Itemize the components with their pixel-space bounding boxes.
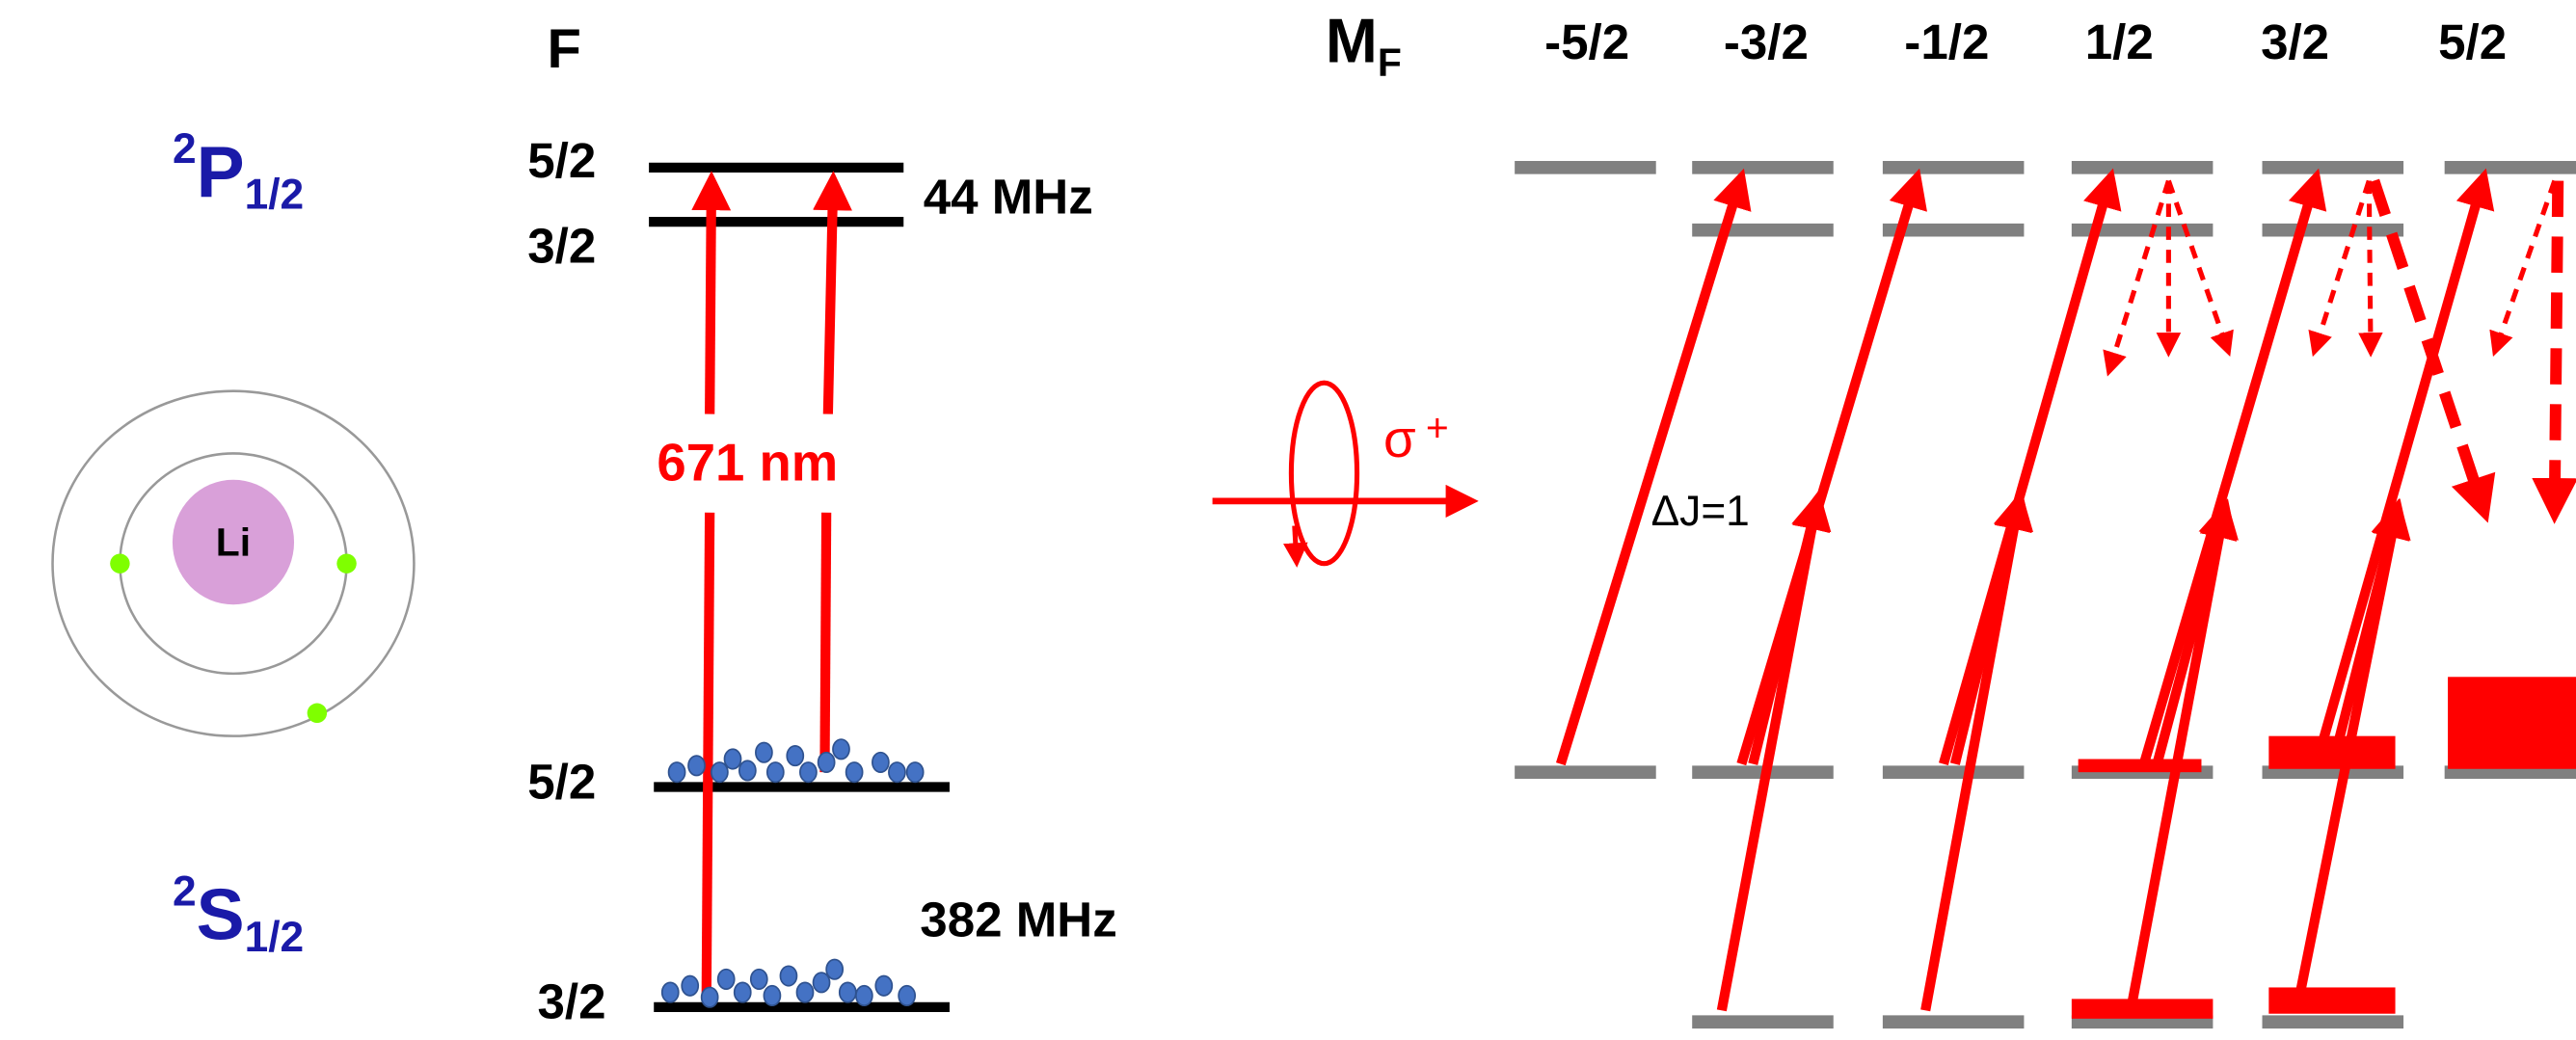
- level-label: 5/2: [527, 754, 596, 809]
- term-p: 2P1/2: [173, 125, 304, 219]
- level-label: 3/2: [537, 974, 605, 1029]
- term-s: 2S1/2: [173, 867, 304, 961]
- mf-label: -5/2: [1544, 14, 1629, 69]
- transitions: [1561, 181, 2558, 1011]
- mf-label: 3/2: [2261, 14, 2329, 69]
- polarization-label: σ+: [1383, 405, 1449, 468]
- f-title: F: [547, 18, 580, 80]
- splitting-label: 44 MHz: [924, 169, 1093, 224]
- level-label: 3/2: [527, 219, 596, 274]
- mf-label: -3/2: [1724, 14, 1809, 69]
- mf-label: -1/2: [1904, 14, 1989, 69]
- polarization: σ+: [1213, 383, 1462, 564]
- level-label: 5/2: [527, 133, 596, 188]
- diagram: Li 2P1/2 2S1/2 F 5/2 3/2 44 MHz 5/2 3/2 …: [0, 0, 2576, 1040]
- splitting-label: 382 MHz: [920, 892, 1116, 947]
- atom: Li: [53, 391, 415, 736]
- mf-title: MF: [1326, 6, 1402, 85]
- laser-label: 671 nm: [657, 434, 838, 493]
- mf-label: 1/2: [2085, 14, 2154, 69]
- atom-label: Li: [216, 520, 251, 565]
- atoms-cloud: [662, 739, 924, 1007]
- transition-label: ΔJ=1: [1651, 488, 1750, 535]
- mf-label: 5/2: [2438, 14, 2507, 69]
- mf-labels: -5/2 -3/2 -1/2 1/2 3/2 5/2: [1544, 14, 2507, 69]
